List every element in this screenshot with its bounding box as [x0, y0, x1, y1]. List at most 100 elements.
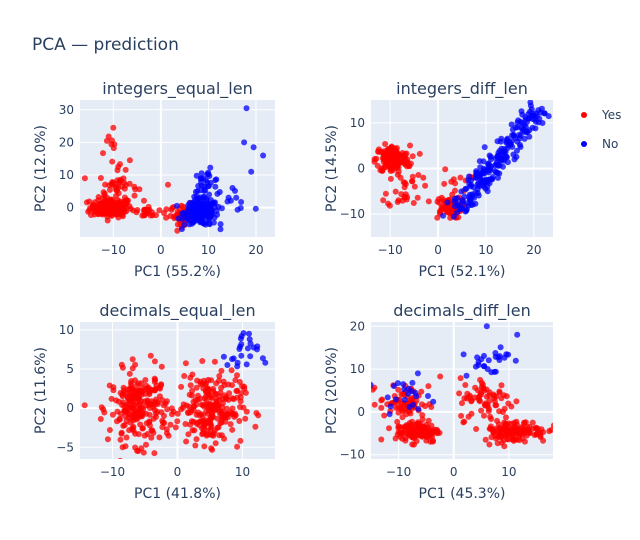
point-yes [219, 408, 226, 415]
point-no [475, 192, 482, 199]
point-yes [197, 378, 204, 385]
point-no [192, 188, 199, 195]
point-no [232, 187, 238, 194]
point-yes [174, 418, 181, 425]
point-yes [456, 390, 463, 397]
point-yes [127, 419, 134, 426]
point-yes [126, 157, 133, 164]
point-yes [239, 383, 246, 390]
point-yes [198, 401, 205, 408]
point-yes [232, 377, 239, 384]
point-yes [229, 405, 236, 412]
point-yes [424, 434, 430, 441]
point-yes [458, 412, 465, 419]
point-no [217, 226, 224, 233]
point-yes [137, 421, 144, 428]
point-yes [89, 202, 96, 209]
point-yes [216, 377, 222, 384]
point-no [481, 363, 488, 370]
point-no [519, 127, 526, 134]
point-yes [416, 150, 423, 157]
point-yes [505, 400, 512, 407]
point-yes [113, 397, 120, 404]
point-yes [207, 431, 214, 438]
point-no [244, 345, 251, 352]
x-tick-label: 20 [526, 243, 541, 257]
point-yes [167, 213, 174, 219]
point-yes [129, 356, 136, 363]
point-yes [193, 411, 200, 418]
point-no [207, 164, 214, 171]
point-yes [496, 388, 503, 395]
point-yes [187, 382, 194, 389]
point-no [190, 217, 197, 223]
point-yes [425, 383, 432, 390]
point-yes [381, 151, 388, 158]
point-yes [214, 406, 221, 413]
point-no [409, 379, 416, 386]
point-no [495, 161, 502, 168]
point-yes [516, 437, 523, 444]
point-yes [228, 367, 235, 374]
point-yes [131, 412, 138, 419]
point-yes [218, 419, 225, 426]
point-yes [134, 394, 141, 400]
point-yes [136, 186, 143, 193]
point-yes [183, 438, 190, 445]
point-yes [83, 199, 90, 206]
point-no [430, 398, 437, 405]
point-no [259, 355, 266, 362]
point-yes [441, 180, 448, 187]
point-yes [373, 155, 380, 162]
legend-item-yes[interactable]: Yes [581, 108, 621, 122]
point-no [206, 221, 213, 228]
point-no [485, 169, 492, 176]
point-yes [156, 207, 163, 214]
point-no [216, 189, 223, 195]
point-yes [127, 205, 134, 212]
point-yes [185, 431, 192, 438]
point-yes [186, 391, 193, 398]
point-yes [132, 430, 139, 437]
point-no [535, 107, 542, 114]
point-yes [557, 433, 563, 439]
point-yes [100, 195, 107, 202]
point-no [508, 121, 515, 128]
point-yes [208, 415, 215, 422]
point-yes [233, 388, 240, 394]
legend-item-no[interactable]: No [581, 137, 618, 151]
point-no [425, 393, 431, 399]
point-yes [132, 361, 139, 368]
legend[interactable]: Yes No [581, 108, 621, 151]
point-yes [400, 179, 407, 186]
point-yes [141, 212, 148, 219]
point-no [536, 115, 543, 122]
point-yes [392, 188, 399, 195]
point-no [205, 183, 212, 189]
point-no [260, 152, 267, 159]
x-tick-label: 0 [157, 243, 165, 257]
point-yes [503, 393, 510, 400]
y-tick-label: 10 [59, 168, 74, 182]
legend-marker-yes [581, 112, 587, 118]
point-yes [533, 431, 540, 438]
point-yes [435, 196, 442, 202]
point-no [220, 353, 227, 360]
subplot-title: decimals_equal_len [99, 301, 255, 321]
point-yes [190, 418, 197, 425]
point-yes [384, 156, 391, 163]
point-yes [390, 167, 396, 174]
point-yes [119, 211, 126, 218]
point-yes [503, 414, 509, 421]
point-no [522, 116, 529, 123]
point-yes [494, 427, 501, 434]
point-no [473, 171, 480, 178]
point-yes [174, 221, 181, 228]
point-yes [237, 398, 244, 405]
point-yes [394, 199, 401, 205]
point-no [204, 209, 211, 216]
point-yes [391, 160, 398, 167]
point-yes [506, 428, 513, 434]
point-no [198, 170, 205, 177]
point-yes [508, 420, 515, 427]
